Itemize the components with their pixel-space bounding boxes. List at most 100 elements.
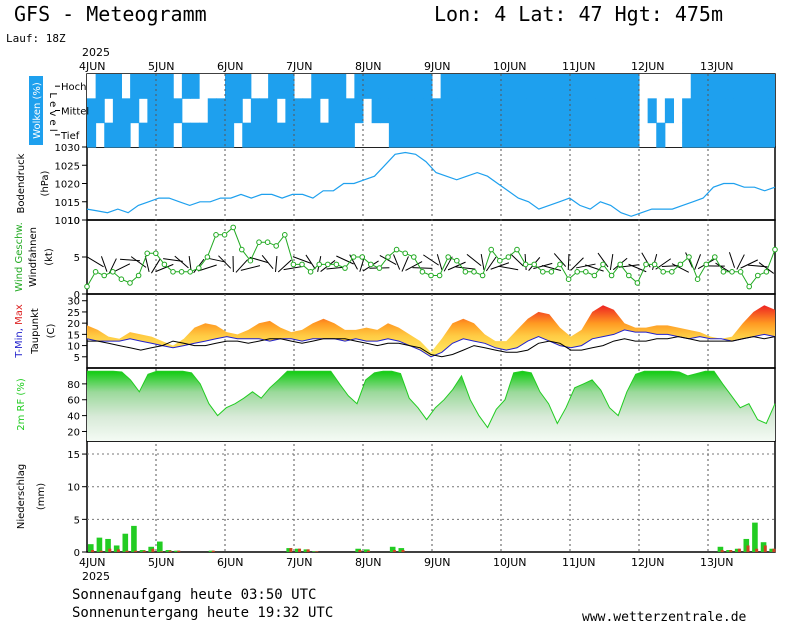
cloud-cell (604, 122, 614, 148)
precip-bar (760, 542, 767, 552)
precipitation-ylabel-0: Niederschlag (16, 464, 27, 529)
cloud-cell (552, 122, 562, 148)
wind-point (497, 257, 503, 264)
wind-panel-frame (86, 219, 776, 295)
day-label-bottom: 5JUN (148, 556, 175, 569)
wind-barb (728, 252, 736, 268)
cloud-cell (725, 122, 735, 148)
precip-bar-other (315, 551, 319, 552)
cloud-cell (587, 74, 597, 99)
cloud-cell (130, 74, 140, 99)
cloud-cell (233, 98, 243, 124)
cloud-cell (630, 98, 640, 124)
cloud-cell (742, 98, 752, 124)
cloud-cell (483, 122, 493, 148)
wind-point (239, 246, 245, 253)
wind-barb (423, 254, 439, 266)
cloud-cell (509, 122, 519, 148)
cloud-cell (759, 74, 769, 99)
wind-point (316, 261, 323, 268)
wind-point (505, 254, 512, 260)
wind-point (436, 272, 443, 279)
sunrise-text: Sonnenaufgang heute 03:50 UTC (72, 587, 317, 603)
cloud-cell (751, 74, 761, 99)
wind-barb (292, 256, 312, 264)
wind-point (454, 257, 460, 264)
wind-point (110, 269, 116, 275)
cloud-cell (354, 98, 364, 124)
cloud-cell (509, 98, 519, 124)
wind-point (282, 232, 288, 238)
cloud-cell (449, 98, 459, 124)
precip-bar-other (401, 550, 405, 552)
wind-barb (112, 263, 131, 273)
cloud-cell (311, 122, 321, 148)
day-label-bottom: 7JUN (286, 556, 313, 569)
cloud-cell (587, 122, 597, 148)
cloud-cell (276, 122, 286, 148)
wind-point (608, 272, 615, 279)
cloud-cell (319, 122, 329, 148)
wind-point (178, 269, 185, 275)
page-title: GFS - Meteogramm (14, 2, 207, 26)
cloud-cell (164, 122, 174, 148)
cloud-cell (544, 74, 554, 99)
cloud-cell (328, 98, 338, 124)
cloud-cell (535, 122, 545, 148)
wind-barb (609, 253, 614, 271)
cloud-cell (716, 74, 726, 99)
precip-bar-other (108, 548, 112, 552)
cloud-cell (621, 98, 631, 124)
model-run: Lauf: 18Z (6, 32, 66, 45)
cloud-cell (242, 122, 252, 148)
wind-barb (240, 265, 261, 271)
wind-point (170, 269, 176, 275)
precipitation-panel-frame (86, 440, 776, 553)
wind-barb (261, 254, 274, 270)
cloud-cell (164, 74, 174, 99)
wind-barb (715, 262, 732, 274)
wind-point (643, 261, 649, 268)
cloud-cell (95, 74, 105, 99)
cloud-cell (570, 74, 580, 99)
cloud-cell (595, 74, 605, 99)
wind-point (651, 261, 658, 268)
humidity-ytick-label: 60 (67, 396, 80, 407)
cloud-cell (475, 122, 485, 148)
wind-point (368, 261, 374, 268)
wind-point (729, 269, 735, 275)
humidity-ytick-label: 40 (67, 412, 80, 423)
cloud-cell (388, 98, 398, 124)
wind-barb (570, 257, 584, 271)
wind-barb (671, 263, 690, 273)
cloud-cell (380, 74, 390, 99)
cloud-cell (190, 74, 200, 99)
cloud-cell (337, 122, 347, 148)
precip-bar-other (720, 550, 724, 552)
cloud-cell (380, 98, 390, 124)
precip-bar (174, 550, 180, 552)
precip-bar-other (142, 550, 146, 552)
cloud-cell (552, 74, 562, 99)
wind-point (703, 261, 710, 268)
wind-barb (585, 264, 604, 272)
wind-point (471, 269, 477, 275)
wind-point (755, 272, 761, 279)
temperature-ylabel-1: Taupunkt (30, 308, 41, 355)
wind-barb (275, 255, 278, 273)
cloud-cell (690, 98, 700, 124)
wind-point (522, 261, 529, 268)
year-label-bottom: 2025 (82, 570, 110, 583)
precip-bar (96, 537, 103, 552)
cloud-cell (147, 122, 157, 148)
cloud-cell (414, 98, 424, 124)
wind-point (350, 254, 357, 260)
cloud-cell (112, 74, 122, 99)
cloud-cell (311, 74, 321, 99)
precip-bar (88, 544, 94, 552)
wind-point (677, 261, 684, 268)
cloud-cell (112, 98, 122, 124)
cloud-cell (708, 74, 718, 99)
wind-barb (510, 253, 524, 267)
cloud-cell (259, 122, 269, 148)
